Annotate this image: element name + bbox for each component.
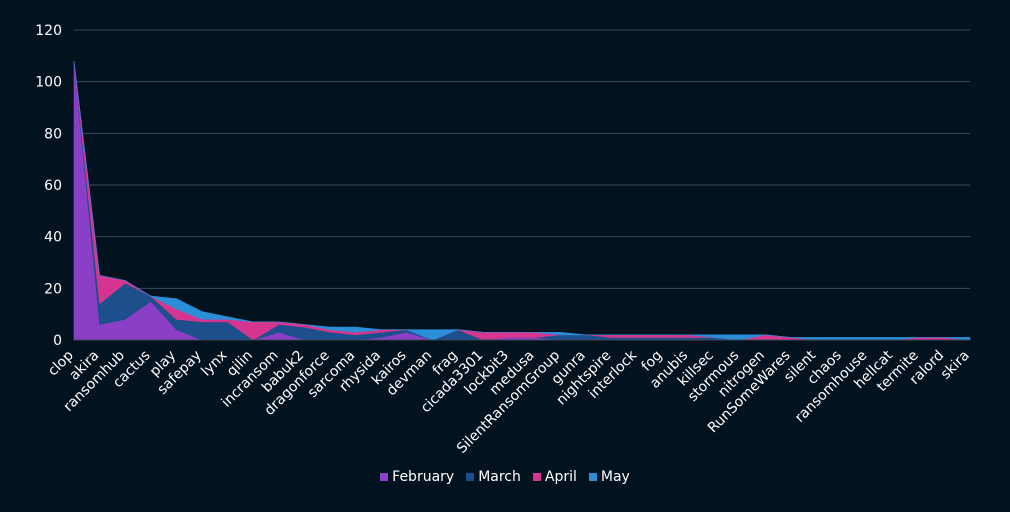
x-tick-labels: clopakiraransomhubcactusplaysafepaylynxq…	[45, 347, 973, 457]
legend: February March April May	[0, 466, 1010, 488]
legend-label: May	[600, 469, 630, 485]
x-tick-label: lynx	[198, 348, 230, 380]
legend-label: February	[392, 469, 455, 485]
area-series-april	[73, 60, 971, 341]
grid-lines	[74, 29, 970, 289]
y-tick-label: 120	[35, 23, 62, 39]
legend-swatch	[588, 473, 597, 481]
legend-item-april: April	[532, 469, 577, 485]
y-tick-label: 20	[44, 281, 62, 297]
legend-swatch	[532, 473, 541, 481]
y-tick-label: 80	[44, 126, 62, 142]
legend-item-may: May	[588, 469, 630, 485]
legend-label: April	[544, 469, 577, 485]
x-tick-label: skira	[938, 348, 973, 383]
y-tick-label: 100	[35, 75, 62, 91]
legend-swatch	[380, 473, 389, 481]
legend-item-march: March	[466, 469, 521, 485]
area-series-march	[73, 60, 970, 341]
legend-label: March	[478, 469, 521, 485]
y-tick-label: 60	[44, 178, 62, 194]
legend-swatch	[466, 473, 475, 481]
series-areas	[73, 60, 971, 341]
y-axis: 0 20 40 60 80 100 120	[35, 23, 62, 349]
area-series-may	[73, 60, 971, 341]
y-tick-label: 40	[44, 230, 62, 246]
area-series-february	[73, 60, 970, 341]
legend-item-february: February	[380, 469, 454, 485]
y-tick-label: 0	[53, 333, 62, 349]
